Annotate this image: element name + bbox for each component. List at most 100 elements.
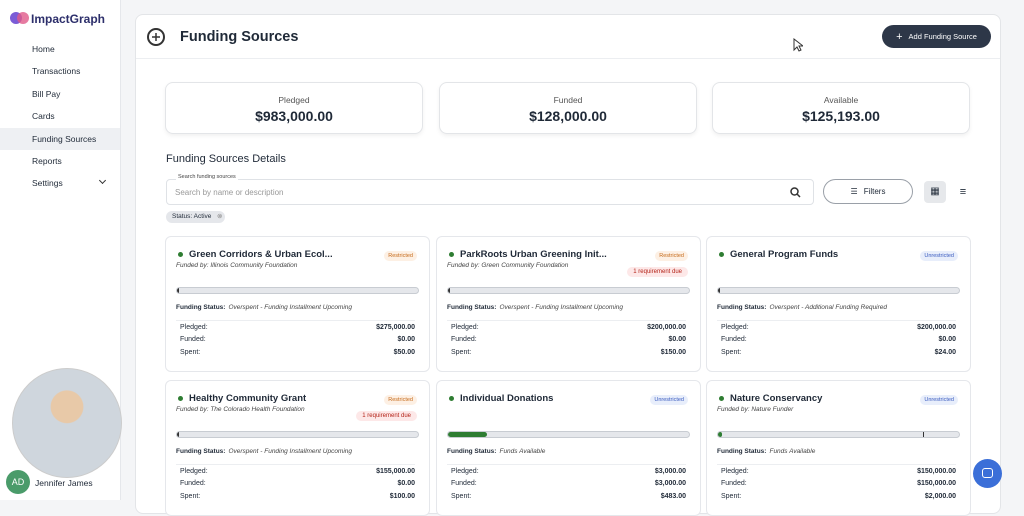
funding-card[interactable]: ParkRoots Urban Greening Init... Restrict… — [436, 236, 701, 372]
amount-row: Pledged: $150,000.00 — [717, 465, 956, 478]
search-placeholder: Search by name or description — [175, 188, 284, 197]
progress-bar — [176, 287, 419, 294]
amount-label: Spent: — [451, 492, 472, 500]
amount-label: Funded: — [180, 480, 206, 488]
progress-bar — [447, 431, 690, 438]
card-badge: Unrestricted — [650, 395, 688, 405]
amount-row: Pledged: $155,000.00 — [176, 465, 415, 478]
funding-status: Funding Status: Overspent - Additional Fu… — [717, 304, 887, 311]
card-title: Green Corridors & Urban Ecol... — [178, 249, 333, 260]
nav-label: Bill Pay — [32, 88, 61, 99]
amount-label: Pledged: — [180, 467, 208, 475]
amount-value: $150,000.00 — [917, 480, 956, 488]
nav-item[interactable]: Cards — [0, 105, 120, 127]
amount-row: Spent: $50.00 — [176, 346, 415, 359]
amount-row: Pledged: $275,000.00 — [176, 321, 415, 334]
funding-card[interactable]: Green Corridors & Urban Ecol... Restricte… — [165, 236, 430, 372]
progress-bar — [176, 431, 419, 438]
funding-card[interactable]: General Program Funds Unrestricted Funding… — [706, 236, 971, 372]
amount-row: Spent: $24.00 — [717, 346, 956, 359]
requirement-badge: 1 requirement due — [627, 267, 688, 277]
search-icon — [790, 187, 801, 198]
amount-row: Pledged: $200,000.00 — [447, 321, 686, 334]
summary-card: Funded $128,000.00 — [439, 82, 697, 134]
brand: ImpactGraph — [31, 12, 106, 26]
amount-row: Spent: $483.00 — [447, 490, 686, 503]
funding-card[interactable]: Individual Donations Unrestricted Funding … — [436, 380, 701, 516]
header-icon — [147, 28, 165, 46]
amount-row: Spent: $100.00 — [176, 490, 415, 503]
nav-item[interactable]: Bill Pay — [0, 83, 120, 105]
video-bubble[interactable] — [12, 368, 122, 478]
amount-label: Pledged: — [180, 323, 208, 331]
nav-label: Home — [32, 44, 55, 54]
card-badge: Restricted — [655, 251, 688, 261]
amount-label: Pledged: — [721, 323, 749, 331]
amounts: Pledged: $3,000.00 Funded: $3,000.00 Spent: $… — [447, 464, 686, 503]
nav-label: Funding Sources — [32, 133, 97, 144]
amount-label: Funded: — [721, 480, 747, 488]
nav-label: Settings — [32, 178, 63, 189]
nav-label: Reports — [32, 156, 62, 166]
nav-item[interactable]: Transactions — [0, 60, 120, 82]
add-button[interactable]: + Add Funding Source — [882, 25, 991, 48]
funding-card[interactable]: Healthy Community Grant Restricted Funded … — [165, 380, 430, 516]
funding-card[interactable]: Nature Conservancy Unrestricted Funded by:… — [706, 380, 971, 516]
progress-bar — [717, 431, 960, 438]
status-text: Overspent - Funding Installment Upcoming — [499, 304, 624, 311]
add-button-label: Add Funding Source — [908, 32, 977, 41]
amount-value: $24.00 — [934, 348, 956, 356]
amount-value: $3,000.00 — [654, 467, 686, 475]
amount-value: $50.00 — [393, 348, 415, 356]
list-view[interactable]: ≡ — [959, 186, 967, 198]
summary-card: Pledged $983,000.00 — [165, 82, 423, 134]
amount-row: Pledged: $200,000.00 — [717, 321, 956, 334]
funding-status: Funding Status: Funds Available — [717, 448, 815, 455]
card-badge: Restricted — [384, 251, 417, 261]
amount-value: $0.00 — [397, 336, 415, 344]
nav-item[interactable]: Reports — [0, 150, 120, 172]
summary-value: $983,000.00 — [255, 108, 333, 124]
amount-label: Funded: — [451, 480, 477, 488]
card-funder: Funded by: Nature Funder — [717, 406, 794, 413]
amount-label: Funded: — [721, 336, 747, 344]
status-label: Funding Status: — [447, 448, 497, 455]
sidebar: ImpactGraph Home Transactions Bill Pay Card… — [0, 0, 122, 500]
summary-label: Pledged — [278, 95, 310, 105]
card-funder: Funded by: Illinois Community Foundation — [176, 262, 298, 269]
amount-label: Funded: — [451, 336, 477, 344]
avatar[interactable]: AD — [6, 470, 30, 494]
amount-row: Funded: $0.00 — [176, 334, 415, 347]
amount-row: Spent: $150.00 — [447, 346, 686, 359]
card-badge: Unrestricted — [920, 251, 958, 261]
amount-label: Spent: — [721, 492, 742, 500]
amount-label: Funded: — [180, 336, 206, 344]
card-title: Nature Conservancy — [719, 393, 822, 404]
status-chip[interactable]: Status: Active ⊗ — [166, 211, 226, 223]
cursor — [793, 38, 803, 52]
amount-label: Spent: — [721, 348, 742, 356]
progress-bar — [717, 287, 960, 294]
amount-row: Funded: $0.00 — [176, 478, 415, 491]
status-text: Overspent - Funding Installment Upcoming — [228, 304, 353, 311]
status-text: Overspent - Additional Funding Required — [769, 304, 888, 311]
nav-item[interactable]: Home — [0, 38, 120, 60]
card-title: Healthy Community Grant — [178, 393, 306, 404]
filters-button[interactable]: ☰ Filters — [823, 179, 913, 204]
amounts: Pledged: $155,000.00 Funded: $0.00 Spent: $10… — [176, 464, 415, 503]
amount-value: $155,000.00 — [376, 467, 415, 475]
grid-view[interactable]: ▦ — [924, 181, 946, 203]
nav-item[interactable]: Settings — [0, 172, 120, 194]
chevron — [98, 177, 107, 185]
page-title: Funding Sources — [180, 29, 299, 45]
search-box[interactable]: Search funding sources Search by name or… — [166, 174, 814, 205]
amounts: Pledged: $200,000.00 Funded: $0.00 Spent: $24… — [717, 320, 956, 359]
amount-label: Pledged: — [451, 467, 479, 475]
nav-item[interactable]: Funding Sources — [0, 127, 120, 150]
card-funder: Funded by: Green Community Foundation — [447, 262, 569, 269]
amount-label: Spent: — [180, 492, 201, 500]
chip-label: Status: Active — [172, 213, 212, 220]
chat-button[interactable] — [973, 459, 1002, 488]
amount-value: $150,000.00 — [917, 467, 956, 475]
amount-value: $100.00 — [389, 492, 415, 500]
